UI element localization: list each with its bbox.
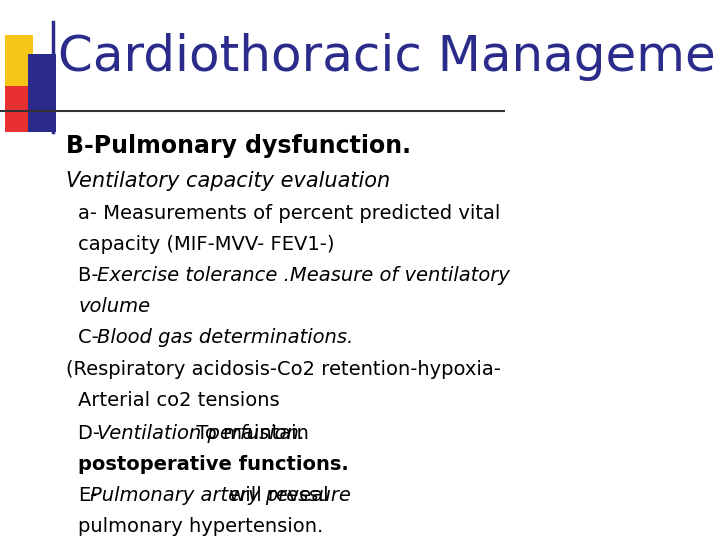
Text: C-: C- — [78, 328, 105, 347]
FancyBboxPatch shape — [5, 86, 33, 132]
Text: Arterial co2 tensions: Arterial co2 tensions — [78, 391, 280, 410]
Text: capacity (MIF-MVV- FEV1-): capacity (MIF-MVV- FEV1-) — [78, 234, 335, 254]
Text: (Respiratory acidosis-Co2 retention-hypoxia-: (Respiratory acidosis-Co2 retention-hypo… — [66, 360, 500, 380]
Text: Pulmonary artery pressure: Pulmonary artery pressure — [90, 486, 351, 505]
Text: a- Measurements of percent predicted vital: a- Measurements of percent predicted vit… — [78, 204, 500, 223]
Text: B-Pulmonary dysfunction.: B-Pulmonary dysfunction. — [66, 134, 410, 158]
FancyBboxPatch shape — [28, 106, 55, 132]
FancyBboxPatch shape — [5, 35, 33, 89]
Text: Ventilatory capacity evaluation: Ventilatory capacity evaluation — [66, 171, 390, 191]
Text: To maintain: To maintain — [190, 423, 309, 443]
Text: Exercise tolerance .Measure of ventilatory: Exercise tolerance .Measure of ventilato… — [97, 266, 510, 285]
Text: D-: D- — [78, 423, 107, 443]
Text: will reveal: will reveal — [223, 486, 329, 505]
Text: Cardiothoracic Management: Cardiothoracic Management — [58, 33, 720, 80]
Text: postoperative functions.: postoperative functions. — [78, 455, 349, 474]
Text: Ventilation perfusion.: Ventilation perfusion. — [97, 423, 305, 443]
Text: pulmonary hypertension.: pulmonary hypertension. — [78, 517, 323, 536]
FancyBboxPatch shape — [28, 54, 55, 108]
Text: Blood gas determinations.: Blood gas determinations. — [97, 328, 354, 347]
Text: E-: E- — [78, 486, 98, 505]
Text: B-: B- — [78, 266, 105, 285]
Text: volume: volume — [78, 296, 150, 316]
